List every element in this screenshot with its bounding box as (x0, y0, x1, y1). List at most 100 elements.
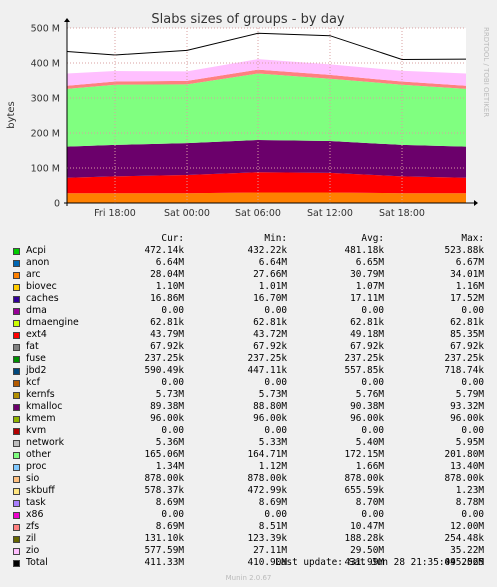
legend-name: ext4 (26, 329, 47, 340)
legend-cur: 28.04M (150, 269, 184, 280)
legend-max: 523.88k (444, 245, 484, 256)
legend-avg: 96.00k (350, 413, 384, 424)
legend-name: fat (26, 341, 39, 352)
legend-max: 17.52M (450, 293, 484, 304)
header-cur: Cur: (161, 233, 184, 244)
y-tick-label: 100 M (31, 164, 60, 175)
y-tick-label: 200 M (31, 129, 60, 140)
y-axis-ticks: 0 100 M 200 M 300 M 400 M 500 M (31, 24, 60, 210)
legend-row: dma 0.00 0.00 0.00 0.00 (0, 305, 497, 317)
legend-min: 0.00 (264, 377, 287, 388)
legend-row: proc 1.34M 1.12M 1.66M 13.40M (0, 461, 497, 473)
y-tick-label: 0 (54, 199, 60, 210)
legend-row: kcf 0.00 0.00 0.00 0.00 (0, 377, 497, 389)
legend-avg: 29.50M (350, 545, 384, 556)
legend-cur: 131.10k (144, 533, 184, 544)
legend-cur: 8.69M (155, 521, 184, 532)
legend-swatch (13, 380, 20, 387)
legend-name: dmaengine (26, 317, 79, 328)
header-min: Min: (264, 233, 287, 244)
legend-name: kvm (26, 425, 47, 436)
legend-swatch (13, 416, 20, 423)
legend-avg: 655.59k (344, 485, 384, 496)
legend-min: 5.33M (258, 437, 287, 448)
legend-swatch (13, 296, 20, 303)
legend-max: 6.67M (455, 257, 484, 268)
legend-min: 67.92k (253, 341, 287, 352)
legend-min: 0.00 (264, 509, 287, 520)
legend-cur: 578.37k (144, 485, 184, 496)
last-update: Last update: Sat Jun 28 21:35:04 2025 (275, 557, 484, 568)
legend-row: skbuff 578.37k 472.99k 655.59k 1.23M (0, 485, 497, 497)
legend-name: dma (26, 305, 47, 316)
area-zio (67, 59, 466, 86)
legend-cur: 590.49k (144, 365, 184, 376)
legend-row: dmaengine 62.81k 62.81k 62.81k 62.81k (0, 317, 497, 329)
legend-swatch (13, 392, 20, 399)
x-axis-arrow (474, 200, 478, 206)
legend-avg: 6.65M (355, 257, 384, 268)
x-tick-label: Sat 12:00 (307, 208, 353, 219)
legend-max: 93.32M (450, 401, 484, 412)
legend-swatch (13, 452, 20, 459)
legend-max: 1.23M (455, 485, 484, 496)
legend-min: 410.90M (247, 557, 287, 568)
legend-swatch (13, 440, 20, 447)
legend-avg: 188.28k (344, 533, 384, 544)
legend-cur: 6.64M (155, 257, 184, 268)
legend-row: ext4 43.79M 43.72M 49.18M 85.35M (0, 329, 497, 341)
legend-name: zil (26, 533, 37, 544)
x-tick-label: Fri 18:00 (94, 208, 136, 219)
legend-row: kvm 0.00 0.00 0.00 0.00 (0, 425, 497, 437)
legend-name: kernfs (26, 389, 55, 400)
area-ext4 (67, 172, 466, 194)
legend-name: task (26, 497, 46, 508)
legend-swatch (13, 284, 20, 291)
legend-row: other 165.06M 164.71M 172.15M 201.80M (0, 449, 497, 461)
legend-row: caches 16.86M 16.70M 17.11M 17.52M (0, 293, 497, 305)
legend-row: fat 67.92k 67.92k 67.92k 67.92k (0, 341, 497, 353)
side-label: RRDTOOL / TOBI OETIKER (482, 27, 490, 117)
legend-row: sio 878.00k 878.00k 878.00k 878.00k (0, 473, 497, 485)
legend-avg: 8.70M (355, 497, 384, 508)
legend-row: jbd2 590.49k 447.11k 557.85k 718.74k (0, 365, 497, 377)
legend-name: fuse (26, 353, 46, 364)
legend-max: 34.01M (450, 269, 484, 280)
chart-title: Slabs sizes of groups - by day (151, 12, 345, 27)
legend-avg: 90.38M (350, 401, 384, 412)
legend-min: 1.12M (258, 461, 287, 472)
legend-name: sio (26, 473, 40, 484)
legend-max: 0.00 (461, 509, 484, 520)
legend-swatch (13, 560, 20, 567)
legend-avg: 49.18M (350, 329, 384, 340)
munin-version: Munin 2.0.67 (225, 574, 272, 582)
legend-name: zio (26, 545, 40, 556)
legend-min: 62.81k (253, 317, 287, 328)
legend-avg: 481.18k (344, 245, 384, 256)
legend-avg: 1.66M (355, 461, 384, 472)
legend-cur: 237.25k (144, 353, 184, 364)
legend-max: 0.00 (461, 377, 484, 388)
legend-avg: 1.07M (355, 281, 384, 292)
legend-cur: 411.33M (144, 557, 184, 568)
legend-avg: 557.85k (344, 365, 384, 376)
legend-avg: 5.40M (355, 437, 384, 448)
y-axis-arrow (64, 18, 70, 22)
legend-swatch (13, 476, 20, 483)
y-tick-label: 500 M (31, 24, 60, 35)
legend-min: 27.11M (253, 545, 287, 556)
legend-max: 67.92k (450, 341, 484, 352)
legend-row: zfs 8.69M 8.51M 10.47M 12.00M (0, 521, 497, 533)
x-tick-label: Sat 18:00 (379, 208, 425, 219)
legend-swatch (13, 524, 20, 531)
chart-area: 0 100 M 200 M 300 M 400 M 500 M Fri 18:00 Sat … (6, 12, 490, 219)
y-tick-label: 400 M (31, 59, 60, 70)
legend-cur: 0.00 (161, 305, 184, 316)
legend-min: 237.25k (247, 353, 287, 364)
legend-cur: 0.00 (161, 425, 184, 436)
legend-cur: 89.38M (150, 401, 184, 412)
legend-row: arc 28.04M 27.66M 30.79M 34.01M (0, 269, 497, 281)
legend-swatch (13, 500, 20, 507)
x-tick-label: Sat 00:00 (164, 208, 210, 219)
legend-name: arc (26, 269, 41, 280)
